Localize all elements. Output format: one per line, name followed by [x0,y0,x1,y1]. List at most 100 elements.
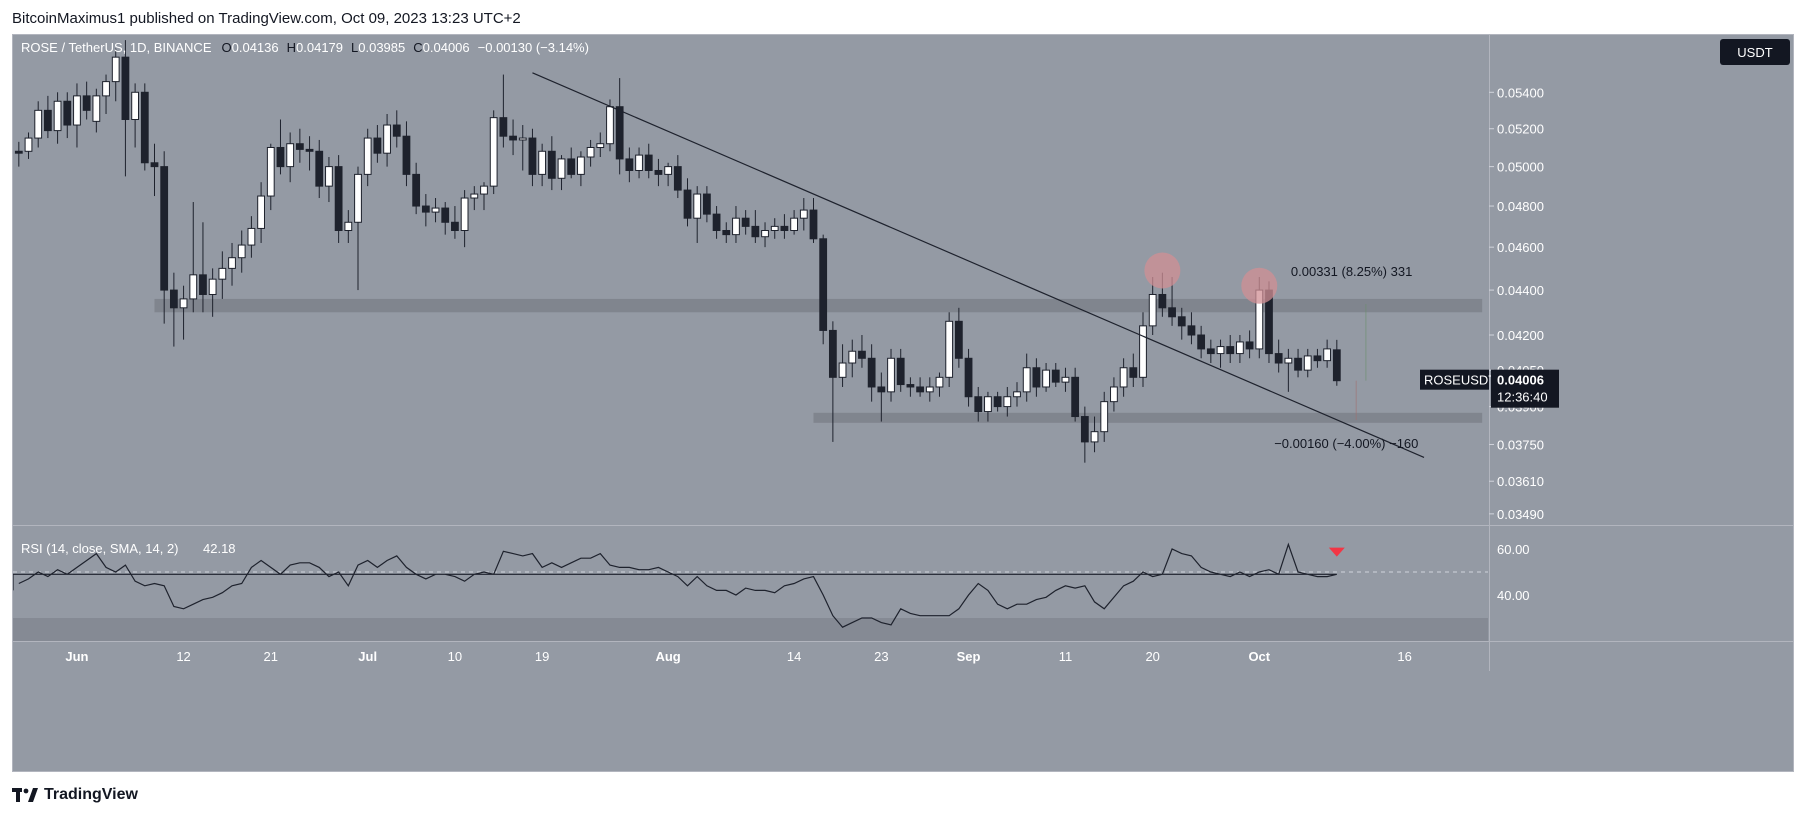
candle-body [247,227,256,246]
candle-body [286,143,295,168]
price-tick-label: 0.03610 [1497,474,1544,489]
candle-body [63,100,72,126]
change-value: −0.00130 (−3.14%) [478,40,589,55]
time-tick-label: 14 [787,649,801,664]
currency-badge-bg [1720,39,1790,65]
candle-body [770,225,779,231]
candle-body [1022,367,1031,393]
candle-body [315,150,324,187]
candle-body [732,217,740,236]
candle-body [140,91,149,164]
candle-body [14,150,23,154]
axes-layer: 0.05400 0.05200 0.05000 0.04800 0.04600 0.044… [13,35,1793,671]
candle-body [480,185,488,195]
candle-body [935,376,944,388]
candle-body [363,137,372,175]
candle-body [945,320,954,378]
candle-body [1148,293,1157,327]
time-tick-label: Sep [957,649,981,664]
close-value: 0.04006 [423,40,470,55]
rsi-value: 42.18 [203,541,236,556]
candle-body [208,278,217,295]
price-tick-label: 0.05400 [1497,85,1544,100]
candle-body [169,289,178,309]
candle-body [412,173,421,207]
time-tick-label: 10 [448,649,462,664]
candle-body [1158,293,1167,309]
candle-body [712,213,721,231]
candle-body [131,91,140,120]
candle-body [654,169,663,175]
candle-body [993,396,1002,408]
candle-body [586,146,595,158]
candle-body [693,193,702,219]
currency-badge[interactable]: USDT [1720,39,1790,65]
candle-body [73,95,81,126]
candles-layer [14,40,1341,463]
candle-body [199,274,207,295]
high-label: H [287,40,296,55]
low-label: L [351,40,358,55]
candle-body [1129,367,1138,378]
resistance-zone [154,298,1483,313]
candle-body [305,148,314,152]
candle-body [334,166,343,231]
candle-body [635,154,643,171]
candle-body [538,150,547,175]
candle-body [518,137,527,141]
time-tick-label: 19 [535,649,549,664]
candle-body [102,81,110,97]
candle-body [354,173,362,223]
price-tick-label: 0.04400 [1497,283,1544,298]
candle-body [1187,325,1196,336]
rsi-line [13,542,1337,628]
candle-body [819,238,828,331]
candle-body [1226,346,1235,355]
candle-body [266,146,275,197]
candle-body [1294,357,1302,371]
candle-body [557,158,566,179]
time-tick-label: 11 [1059,649,1073,664]
candle-body [683,189,692,219]
rsi-tick-label: 60.00 [1497,542,1530,557]
candle-body [741,217,750,227]
open-label: O [222,40,232,55]
candle-body [121,56,130,120]
chart-svg[interactable]: 0.00331 (8.25%) 331 −0.00160 (−4.00%) −16… [13,35,1793,771]
candle-body [24,137,33,152]
candle-body [1323,348,1332,362]
rejection-marker-circle [1144,252,1181,289]
time-tick-label: 21 [264,649,278,664]
candle-body [1100,401,1109,433]
tradingview-brand[interactable]: TradingView [12,786,138,804]
candle-body [887,357,895,393]
candle-body [751,225,760,238]
candle-body [373,137,382,154]
candle-body [1061,376,1070,383]
chart-container[interactable]: 0.00331 (8.25%) 331 −0.00160 (−4.00%) −16… [12,34,1794,772]
currency-badge-label: USDT [1737,45,1772,60]
price-tick-label: 0.04600 [1497,240,1544,255]
candle-body [916,386,924,393]
candle-body [828,329,837,378]
candle-body [392,124,401,137]
symbol-title: ROSE / TetherUS, 1D, BINANCE [21,40,212,55]
candle-body [702,193,711,215]
candle-body [257,195,265,229]
candle-body [344,221,353,231]
candle-body [644,154,653,171]
candle-body [43,109,52,132]
candle-body [1303,355,1312,371]
markers-layer [1144,252,1278,304]
candle-body [1236,341,1244,355]
candle-body [799,209,808,219]
candle-body [1032,367,1041,388]
candle-body [237,244,246,259]
last-price-value-bg [1491,369,1559,408]
support-zone [813,412,1483,423]
close-label: C [413,40,422,55]
candle-body [615,106,624,160]
rsi-legend: RSI (14, close, SMA, 14, 2) [21,541,179,556]
candle-body [1090,431,1099,443]
high-value: 0.04179 [296,40,343,55]
